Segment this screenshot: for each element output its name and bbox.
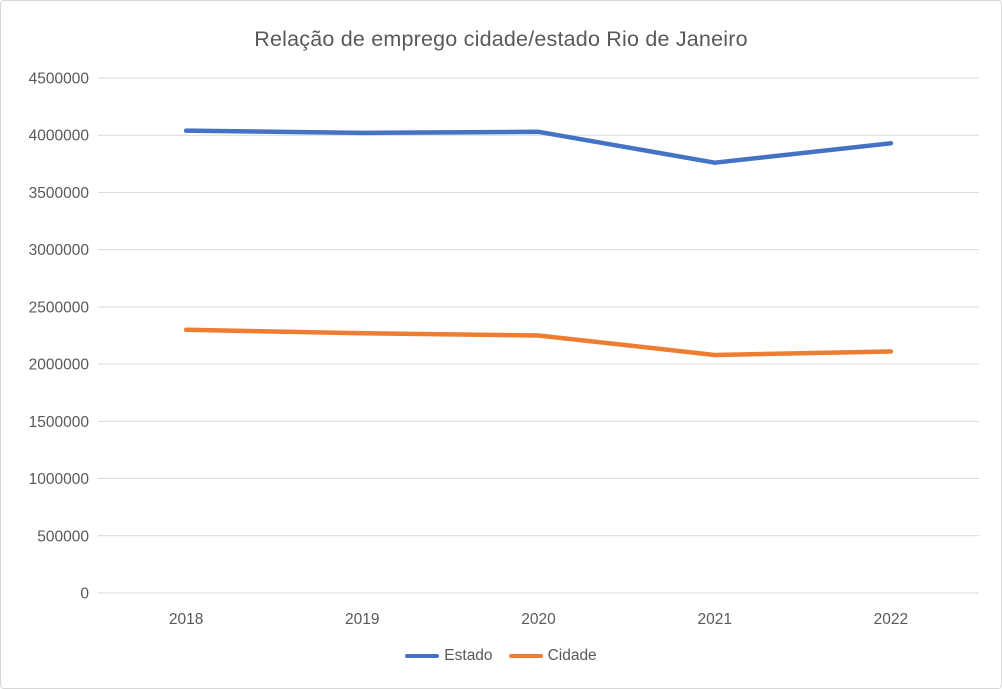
y-axis-tick-label: 2000000: [29, 357, 90, 374]
y-axis-tick-label: 0: [80, 586, 89, 603]
legend: Estado Cidade: [1, 647, 1001, 665]
x-axis-tick-label: 2019: [345, 611, 379, 628]
y-axis-tick-label: 1000000: [29, 471, 90, 488]
legend-line-swatch-estado: [405, 653, 440, 659]
y-axis-tick-label: 1500000: [29, 414, 90, 431]
y-axis-tick-label: 3500000: [29, 185, 90, 202]
legend-label-estado: Estado: [444, 647, 493, 664]
chart-title: Relação de emprego cidade/estado Rio de …: [254, 27, 748, 51]
series-line-cidade: [183, 327, 894, 358]
y-axis-tick-label: 3000000: [29, 242, 90, 259]
legend-label-cidade: Cidade: [547, 647, 597, 664]
y-axis-tick-label: 500000: [37, 528, 89, 545]
legend-line-swatch-cidade: [508, 653, 543, 659]
x-axis-tick-label: 2020: [521, 611, 556, 628]
y-axis-tick-label: 4000000: [29, 128, 90, 145]
y-axis-tick-label: 4500000: [29, 71, 90, 88]
legend-item-estado: Estado: [405, 647, 493, 665]
series-line-estado: [183, 128, 894, 165]
x-axis-tick-label: 2021: [697, 611, 731, 628]
y-axis-tick-label: 2500000: [29, 299, 90, 316]
legend-item-cidade: Cidade: [508, 647, 597, 665]
x-axis-tick-label: 2018: [169, 611, 203, 628]
x-axis-tick-label: 2022: [874, 611, 908, 628]
